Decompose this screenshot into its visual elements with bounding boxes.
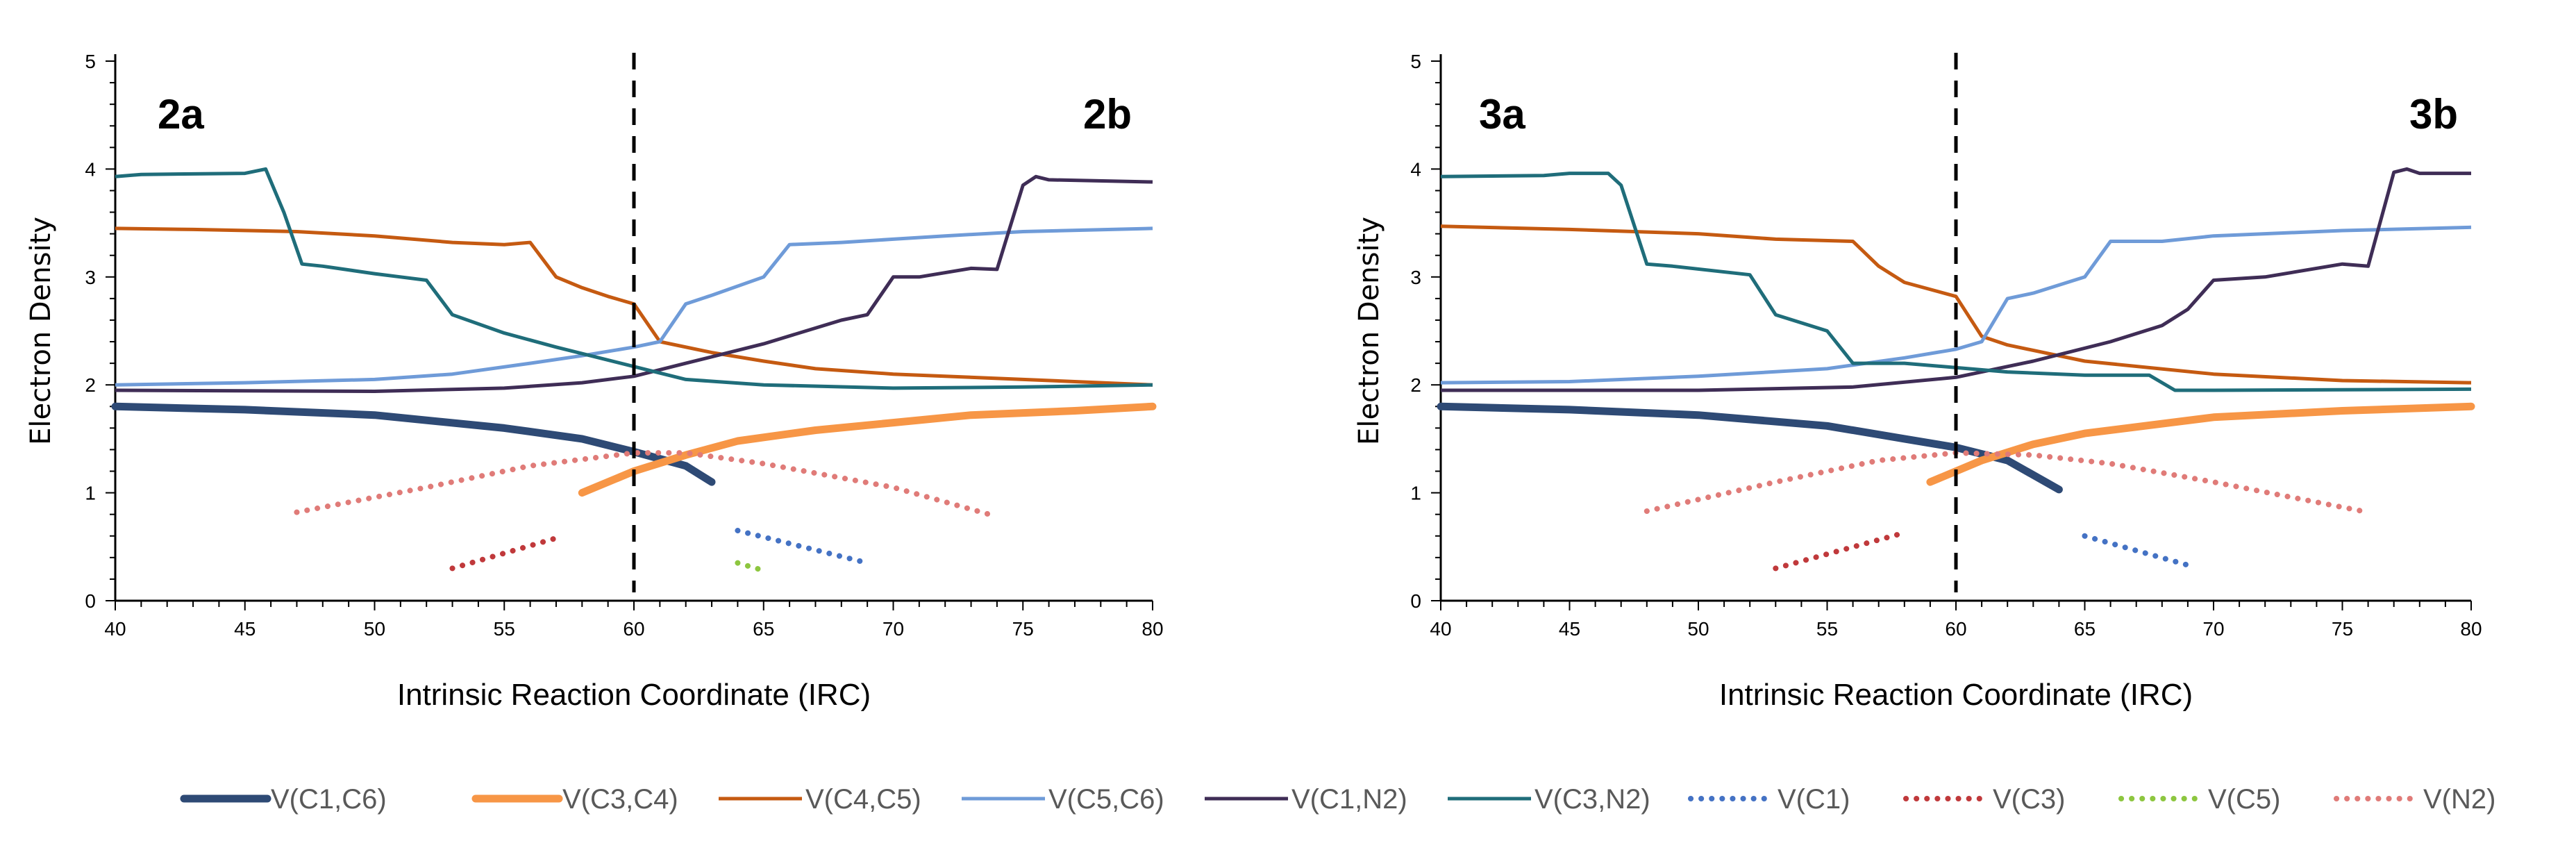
legend-item: V(C4,C5) — [719, 784, 921, 815]
series-v-c1-n2 — [1441, 167, 2471, 392]
legend-label: V(C5,C6) — [1048, 784, 1164, 815]
series-v-c5-c6 — [115, 226, 1153, 387]
series-v-c3-c4 — [1926, 402, 2475, 486]
series-v-c1-n2 — [115, 174, 1153, 393]
legend-item: V(C1) — [1688, 784, 1850, 815]
y-tick-label: 4 — [1410, 158, 1421, 180]
y-tick-label: 0 — [1410, 590, 1421, 612]
y-tick-label: 2 — [85, 374, 96, 396]
legend: V(C1,C6) V(C3,C4) V(C4,C5) V(C5,C6) V(C1,N2)… — [180, 784, 2495, 815]
panel-label-right: 3b — [2409, 91, 2458, 138]
series-v-c4-c5 — [115, 226, 1153, 387]
series-v-c3-n2 — [115, 167, 1153, 390]
y-tick-label: 5 — [85, 51, 96, 72]
x-tick-label: 75 — [2332, 618, 2353, 640]
x-tick-label: 65 — [753, 618, 774, 640]
legend-label: V(C3,C4) — [562, 784, 678, 815]
legend-item: V(N2) — [2334, 784, 2495, 815]
series-v-c5-c6 — [1440, 225, 2472, 385]
series-v-c3-n2 — [1440, 172, 2472, 392]
series-v-c3-c4 — [578, 402, 1157, 497]
legend-label: V(C4,C5) — [805, 784, 921, 815]
x-tick-label: 50 — [364, 618, 385, 640]
series-v-c3 — [1773, 530, 1907, 572]
x-tick-label: 40 — [1430, 618, 1451, 640]
panel-label-left: 3a — [1479, 91, 1525, 138]
y-axis-title: Electron Density — [25, 217, 57, 445]
x-tick-label: 45 — [1559, 618, 1580, 640]
legend-label: V(C3,N2) — [1534, 784, 1650, 815]
series-v-c1-c6 — [111, 402, 716, 486]
x-tick-label: 60 — [1945, 618, 1966, 640]
y-tick-label: 1 — [85, 483, 96, 504]
legend-label: V(N2) — [2423, 784, 2495, 815]
y-tick-label: 5 — [1410, 51, 1421, 72]
x-axis-title: Intrinsic Reaction Coordinate (IRC) — [397, 678, 871, 712]
x-tick-label: 55 — [1816, 618, 1838, 640]
legend-item: V(C1,C6) — [180, 784, 387, 815]
legend-item: V(C5,C6) — [962, 784, 1164, 815]
legend-label: V(C3) — [1993, 784, 2065, 815]
legend-item: V(C5) — [2118, 784, 2280, 815]
series-v-n2 — [294, 450, 1000, 519]
x-tick-label: 50 — [1687, 618, 1709, 640]
x-tick-label: 40 — [104, 618, 126, 640]
x-tick-label: 45 — [234, 618, 256, 640]
y-tick-label: 4 — [85, 158, 96, 180]
x-tick-label: 60 — [623, 618, 644, 640]
series-v-c1 — [2082, 533, 2191, 568]
x-tick-label: 65 — [2074, 618, 2096, 640]
legend-item: V(C1,N2) — [1205, 784, 1407, 815]
legend-label: V(C1,N2) — [1291, 784, 1407, 815]
x-tick-label: 55 — [494, 618, 515, 640]
series-v-c5 — [735, 560, 767, 574]
series-v-c1-c6 — [1437, 402, 2063, 494]
y-tick-label: 3 — [1410, 267, 1421, 288]
panel-label-left: 2a — [158, 91, 204, 138]
y-tick-label: 2 — [1410, 374, 1421, 396]
y-tick-label: 3 — [85, 267, 96, 288]
y-axis-title: Electron Density — [1353, 217, 1385, 445]
series-v-n2 — [1644, 450, 2371, 515]
y-tick-label: 0 — [85, 590, 96, 612]
x-tick-label: 70 — [2202, 618, 2224, 640]
legend-item: V(C3,N2) — [1448, 784, 1650, 815]
legend-label: V(C1) — [1778, 784, 1850, 815]
series-v-c4-c5 — [1440, 224, 2472, 385]
series-v-c3 — [449, 535, 559, 572]
legend-item: V(C3,C4) — [471, 784, 678, 815]
x-axis-title: Intrinsic Reaction Coordinate (IRC) — [1719, 678, 2193, 712]
series-v-c1 — [735, 528, 871, 566]
panel-label-right: 2b — [1083, 91, 1132, 138]
x-tick-label: 80 — [1141, 618, 1163, 640]
x-tick-label: 70 — [883, 618, 904, 640]
legend-label: V(C5) — [2208, 784, 2280, 815]
y-tick-label: 1 — [1410, 483, 1421, 504]
legend-item: V(C3) — [1903, 784, 2065, 815]
legend-label: V(C1,C6) — [271, 784, 387, 815]
x-tick-label: 80 — [2460, 618, 2482, 640]
x-tick-label: 75 — [1012, 618, 1034, 640]
